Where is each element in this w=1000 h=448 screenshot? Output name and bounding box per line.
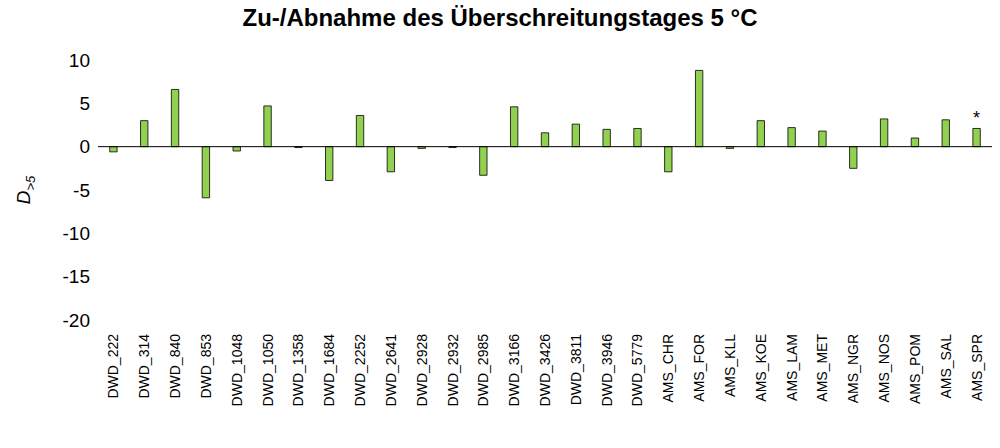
svg-text:AMS_MET: AMS_MET <box>814 334 830 402</box>
svg-text:AMS_KLL: AMS_KLL <box>722 334 738 397</box>
svg-text:DWD_314: DWD_314 <box>136 334 152 399</box>
svg-text:AMS_CHR: AMS_CHR <box>660 334 676 402</box>
svg-text:AMS_LAM: AMS_LAM <box>784 334 800 401</box>
svg-text:DWD_3946: DWD_3946 <box>599 334 615 407</box>
svg-text:DWD_3166: DWD_3166 <box>506 334 522 407</box>
svg-text:DWD_2928: DWD_2928 <box>414 334 430 407</box>
svg-text:DWD_222: DWD_222 <box>105 334 121 399</box>
svg-text:DWD_1684: DWD_1684 <box>321 334 337 407</box>
svg-text:AMS_NOS: AMS_NOS <box>876 334 892 402</box>
svg-text:-5: -5 <box>73 180 90 201</box>
svg-text:*: * <box>973 108 980 128</box>
svg-text:DWD_1048: DWD_1048 <box>229 334 245 407</box>
svg-text:D>5: D>5 <box>13 175 38 204</box>
svg-text:AMS_SPR: AMS_SPR <box>969 334 985 401</box>
svg-text:10: 10 <box>69 50 90 71</box>
svg-text:DWD_3811: DWD_3811 <box>568 334 584 406</box>
svg-text:AMS_SAL: AMS_SAL <box>938 334 954 399</box>
svg-text:DWD_1358: DWD_1358 <box>290 334 306 407</box>
svg-text:DWD_5779: DWD_5779 <box>629 334 645 407</box>
svg-text:AMS_NGR: AMS_NGR <box>845 334 861 403</box>
svg-text:AMS_POM: AMS_POM <box>907 334 923 404</box>
svg-text:DWD_2641: DWD_2641 <box>383 334 399 407</box>
svg-text:-15: -15 <box>63 266 90 287</box>
svg-text:DWD_853: DWD_853 <box>198 334 214 399</box>
svg-text:DWD_2252: DWD_2252 <box>352 334 368 407</box>
svg-text:DWD_3426: DWD_3426 <box>537 334 553 407</box>
svg-text:-10: -10 <box>63 223 90 244</box>
svg-text:DWD_1050: DWD_1050 <box>260 334 276 407</box>
svg-text:AMS_FOR: AMS_FOR <box>691 334 707 402</box>
svg-text:DWD_2932: DWD_2932 <box>445 334 461 407</box>
svg-text:DWD_840: DWD_840 <box>167 334 183 399</box>
svg-text:5: 5 <box>79 93 90 114</box>
svg-text:-20: -20 <box>63 310 90 331</box>
svg-text:0: 0 <box>79 136 90 157</box>
html-text:Zu-/Abnahme des Überschreitung: Zu-/Abnahme des Überschreitungstages 5 °… <box>242 4 758 31</box>
svg-text:DWD_2985: DWD_2985 <box>475 334 491 407</box>
svg-text:AMS_KOE: AMS_KOE <box>753 334 769 402</box>
